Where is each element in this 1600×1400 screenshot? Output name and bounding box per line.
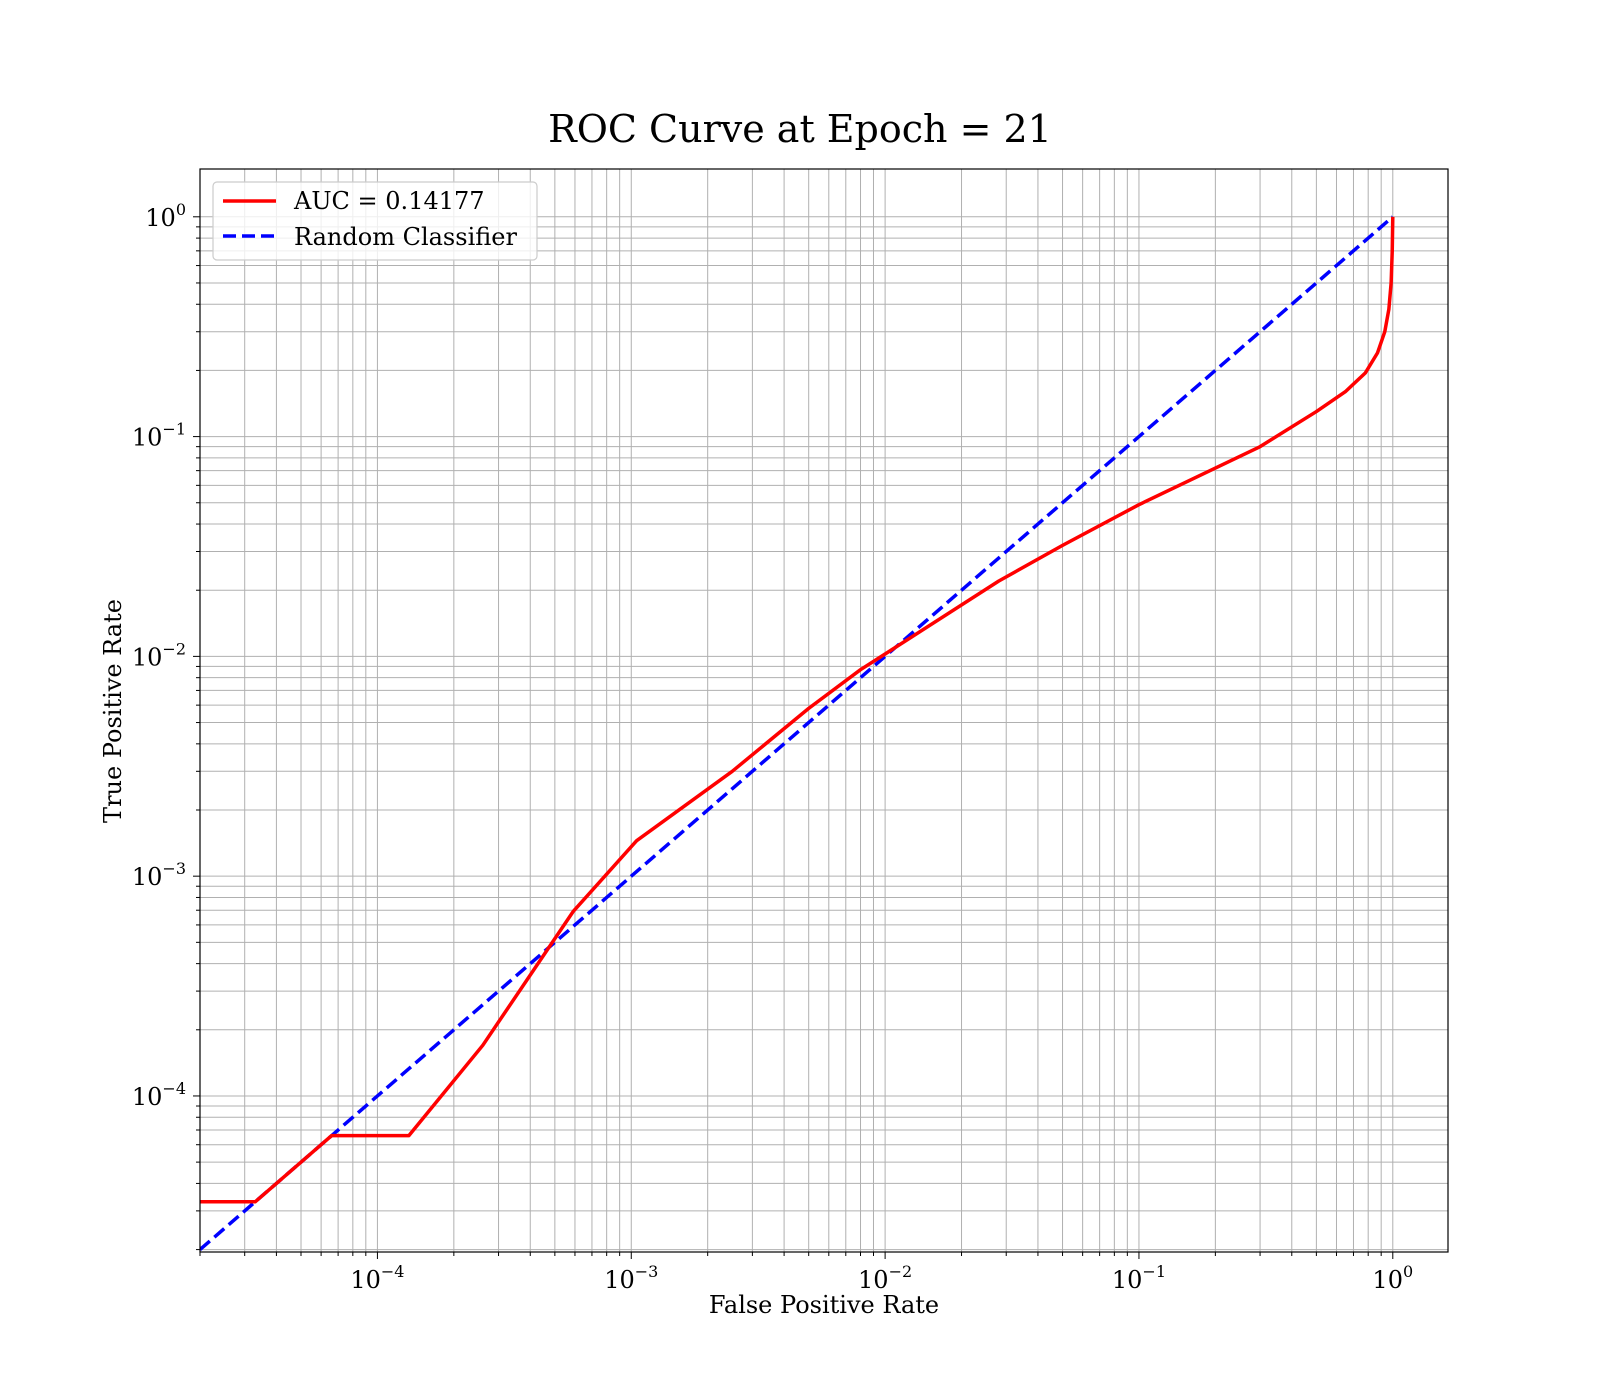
x-tick-label: 100 bbox=[1372, 1262, 1413, 1294]
legend: AUC = 0.14177 Random Classifier bbox=[212, 181, 538, 261]
legend-box bbox=[212, 181, 538, 261]
plot-frame bbox=[199, 168, 1449, 1253]
series-group bbox=[200, 215, 1395, 1251]
x-axis-label: False Positive Rate bbox=[709, 1291, 939, 1319]
y-tick-label: 10−1 bbox=[132, 420, 186, 452]
chart-title: ROC Curve at Epoch = 21 bbox=[548, 107, 1052, 151]
series-layer bbox=[200, 215, 1395, 1251]
grid-lines bbox=[199, 169, 1448, 1252]
roc-curve-line bbox=[200, 216, 1395, 1204]
y-tick-label: 100 bbox=[145, 200, 186, 232]
y-axis-label: True Positive Rate bbox=[99, 599, 127, 823]
y-tick-label: 10−4 bbox=[132, 1079, 186, 1111]
ticks: 10−4 10−3 10−2 10−1 100 10−4 10−3 10−2 10−1 100 bbox=[132, 200, 1413, 1294]
random-classifier-line bbox=[200, 215, 1394, 1251]
x-tick-label: 10−1 bbox=[1112, 1262, 1166, 1294]
x-tick-label: 10−3 bbox=[604, 1262, 658, 1294]
legend-label-auc: AUC = 0.14177 bbox=[293, 187, 485, 215]
y-tick-label: 10−2 bbox=[132, 639, 186, 671]
y-tick-label: 10−3 bbox=[132, 859, 186, 891]
x-tick-label: 10−2 bbox=[858, 1262, 912, 1294]
legend-label-random: Random Classifier bbox=[294, 223, 517, 251]
x-tick-label: 10−4 bbox=[350, 1262, 404, 1294]
